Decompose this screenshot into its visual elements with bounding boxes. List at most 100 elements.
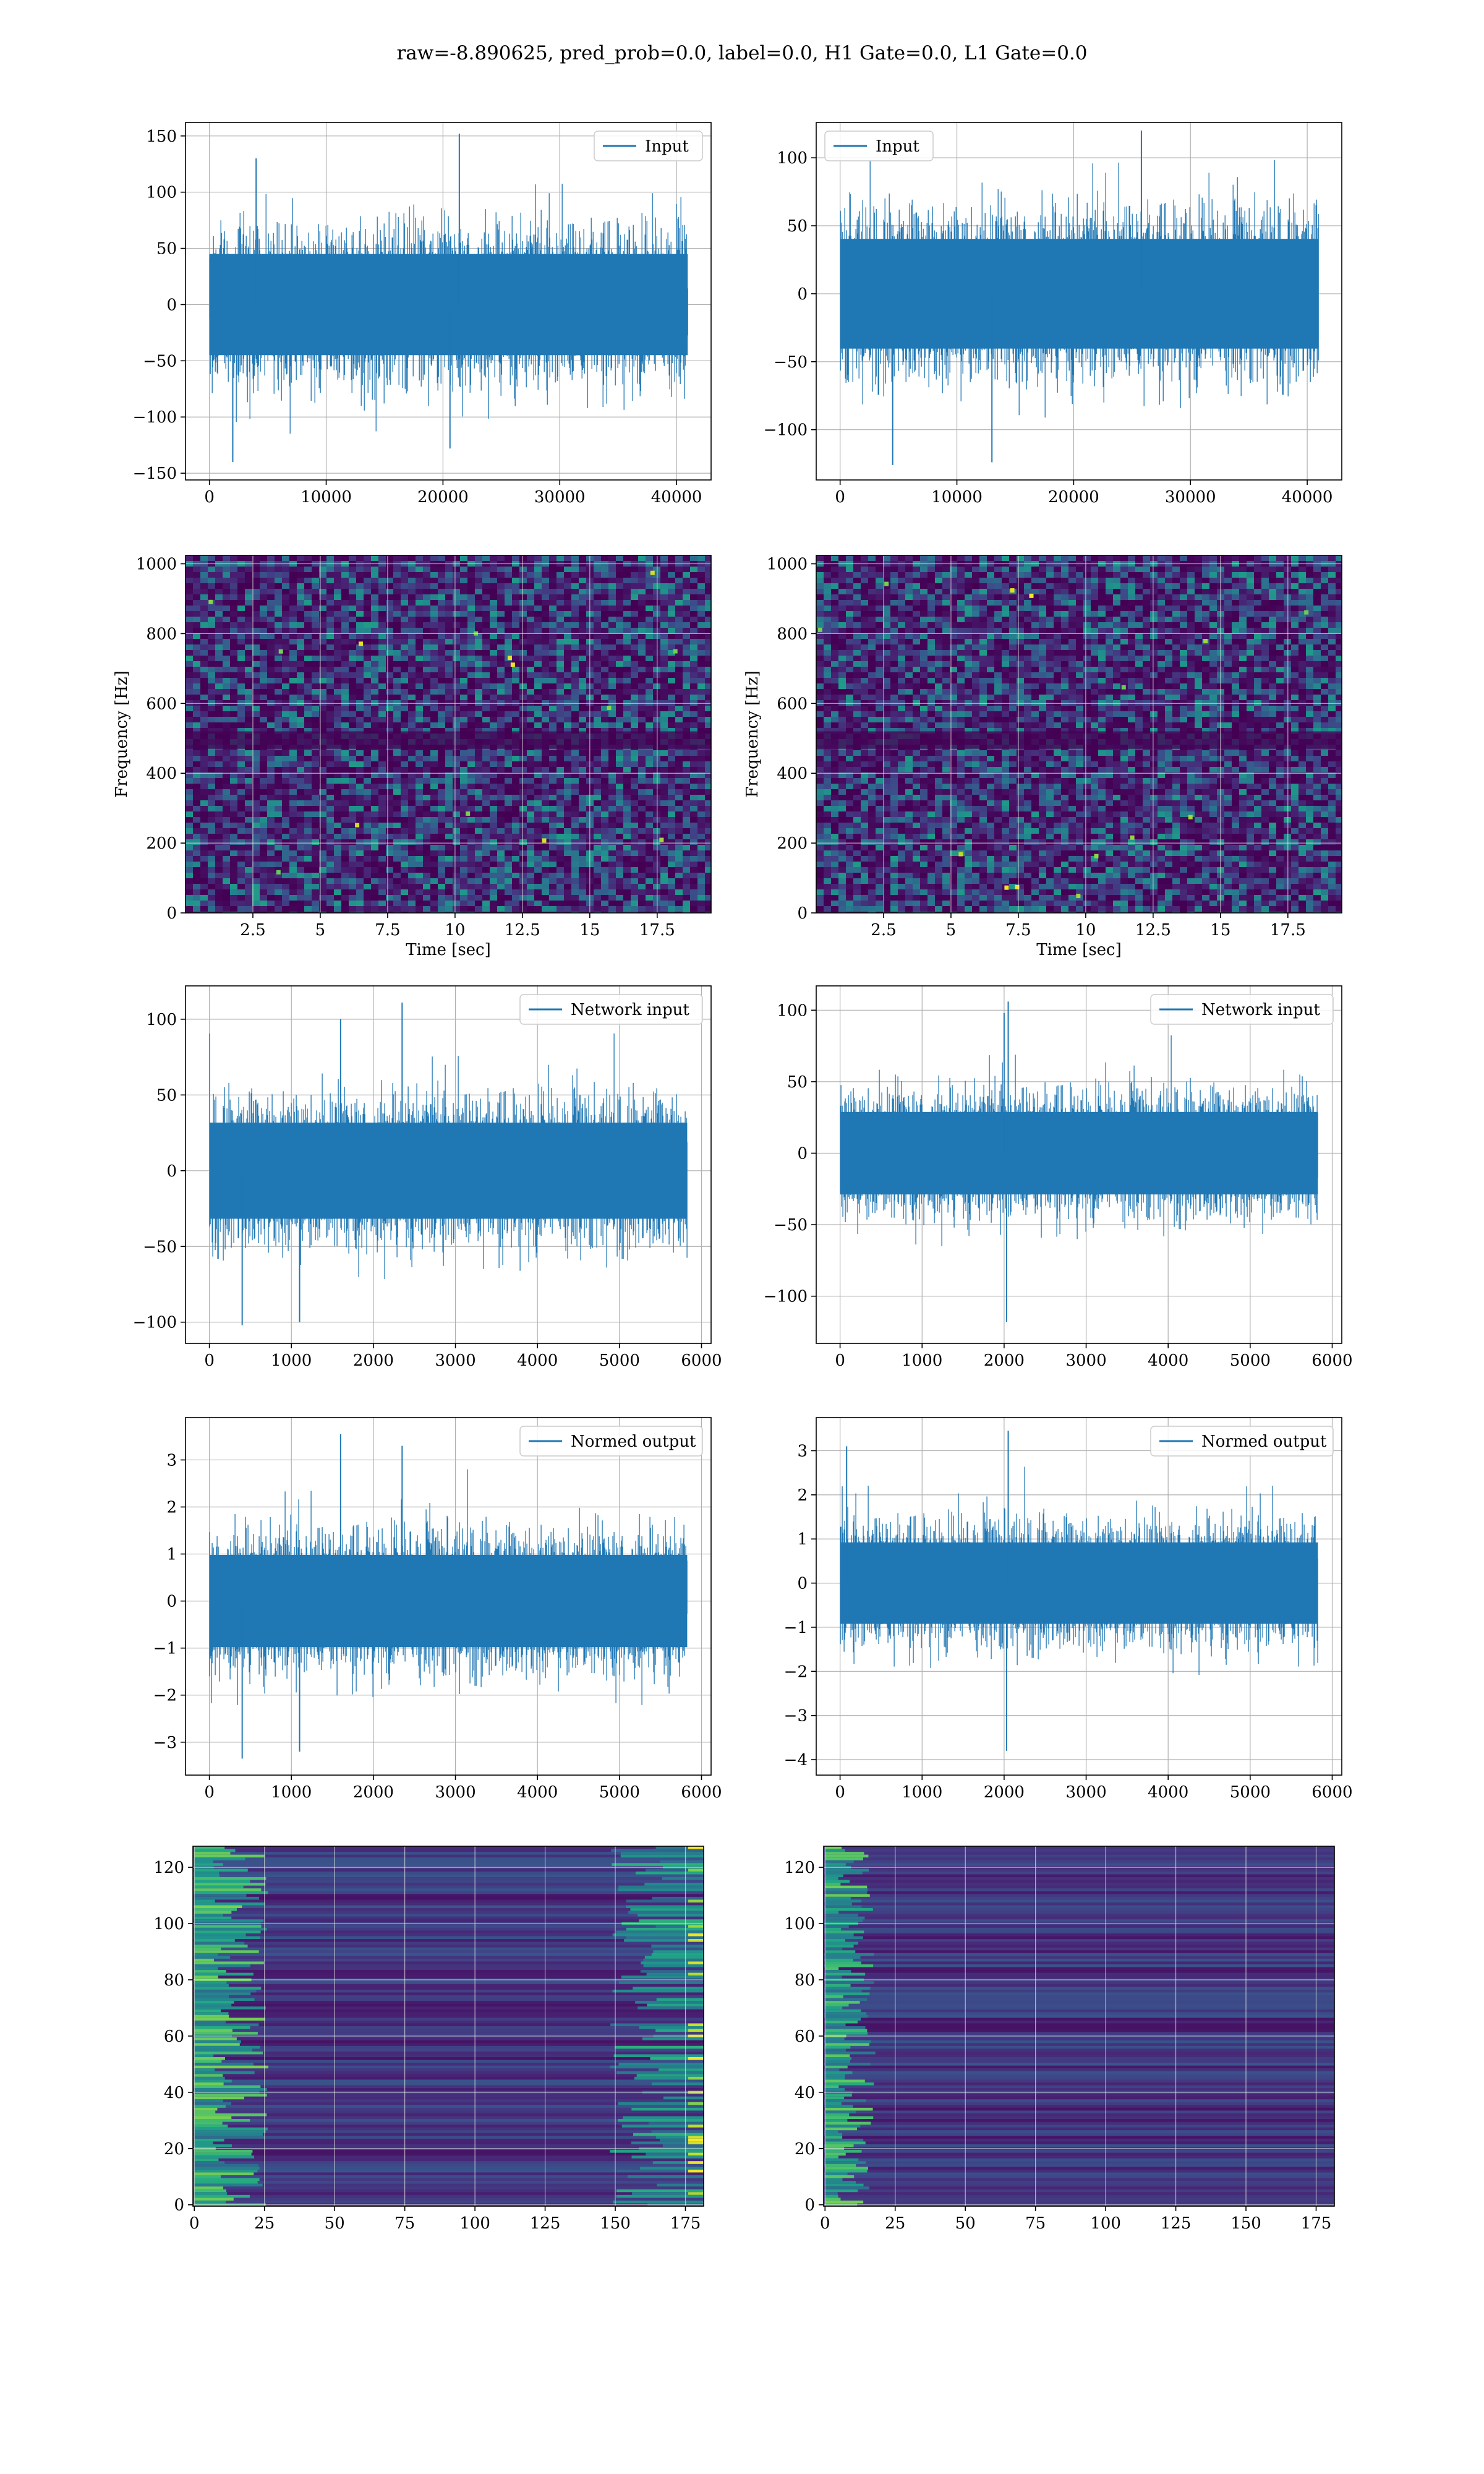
spectrogram-cell (505, 884, 512, 889)
spectrogram-cell (393, 856, 401, 862)
spectrogram-cell (564, 683, 571, 689)
spectrogram-cell (616, 706, 623, 711)
spectrogram-cell (690, 639, 697, 644)
spectrogram-cell (653, 884, 660, 889)
spectrogram-cell (282, 867, 289, 873)
spectrogram-cell (349, 912, 356, 913)
spectrogram-cell (193, 689, 200, 695)
spectrogram-cell (542, 555, 549, 561)
spectrogram-cell (364, 878, 371, 884)
spectrogram-cell (297, 622, 304, 628)
x-tick-label: 40000 (651, 488, 702, 507)
spectrogram-cell (282, 589, 289, 594)
spectrogram-cell (334, 672, 341, 678)
spectrogram-cell (512, 728, 519, 734)
spectrogram-cell (705, 656, 711, 661)
spectrogram-cell (393, 850, 401, 856)
spectrogram-cell (660, 639, 668, 644)
spectrogram-cell (200, 901, 208, 906)
spectrogram-cell (386, 600, 393, 606)
axes-frame (185, 122, 712, 481)
spectrogram-cell (534, 678, 542, 683)
spectrogram-cell (252, 845, 260, 850)
spectrogram-cell (549, 578, 556, 583)
spectrogram-cell (319, 823, 326, 828)
spectrogram-cell (594, 572, 601, 578)
spectrogram-cell (386, 706, 393, 711)
spectrogram-cell (393, 884, 401, 889)
spectrogram-cell (282, 895, 289, 901)
spectrogram-cell (571, 633, 579, 639)
spectrogram-cell (690, 589, 697, 594)
spectrogram-cell (460, 644, 467, 650)
spectrogram-cell (475, 823, 482, 828)
spectrogram-cell (356, 628, 364, 633)
spectrogram-cell (467, 800, 475, 806)
spectrogram-cell (408, 811, 416, 817)
spectrogram-cell (460, 895, 467, 901)
spectrogram-cell (334, 711, 341, 717)
spectrogram-cell (905, 572, 913, 578)
spectrogram-cell (200, 717, 208, 722)
spectrogram-cell (341, 722, 349, 728)
spectrogram-cell (631, 845, 638, 850)
spectrogram-cell (356, 800, 364, 806)
spectrogram-cell (297, 850, 304, 856)
spectrogram-cell (512, 889, 519, 895)
spectrogram-cell (571, 695, 579, 700)
spectrogram-cell (319, 873, 326, 878)
spectrogram-cell (616, 867, 623, 873)
spectrogram-cell (401, 750, 408, 756)
spectrogram-cell (556, 689, 564, 695)
spectrogram-cell (631, 756, 638, 761)
spectrogram-cell (482, 578, 490, 583)
spectrogram-cell (237, 773, 245, 778)
spectrogram-cell (594, 672, 601, 678)
spectrogram-cell (683, 834, 690, 839)
spectrogram-cell (408, 678, 416, 683)
spectrogram-cell (690, 622, 697, 628)
spectrogram-cell (416, 606, 423, 611)
spectrogram-cell (675, 683, 683, 689)
spectrogram-cell (668, 895, 675, 901)
spectrogram-cell (438, 672, 445, 678)
spectrogram-cell (913, 572, 920, 578)
spectrogram-hot-pixel (355, 823, 360, 828)
spectrogram-cell (215, 722, 223, 728)
spectrogram-cell (571, 639, 579, 644)
spectrogram-cell (675, 728, 683, 734)
spectrogram-cell (616, 750, 623, 756)
spectrogram-cell (408, 895, 416, 901)
legend: Input (824, 131, 934, 161)
spectrogram-cell (371, 889, 378, 895)
spectrogram-cell (594, 862, 601, 867)
spectrogram-cell (445, 834, 453, 839)
spectrogram-cell (349, 633, 356, 639)
spectrogram-cell (423, 862, 430, 867)
spectrogram-cell (267, 845, 275, 850)
spectrogram-cell (230, 717, 237, 722)
spectrogram-cell (186, 650, 193, 656)
spectrogram-cell (282, 656, 289, 661)
spectrogram-cell (831, 555, 838, 561)
spectrogram-cell (319, 722, 326, 728)
spectrogram-cell (534, 867, 542, 873)
spectrogram-cell (505, 689, 512, 695)
spectrogram-cell (186, 656, 193, 661)
spectrogram-cell (668, 672, 675, 678)
spectrogram-cell (571, 622, 579, 628)
spectrogram-cell (631, 828, 638, 834)
spectrogram-cell (430, 589, 438, 594)
spectrogram-cell (571, 784, 579, 789)
spectrogram-cell (571, 555, 579, 561)
spectrogram-cell (631, 639, 638, 644)
spectrogram-cell (482, 706, 490, 711)
spectrogram-cell (505, 811, 512, 817)
spectrogram-cell (319, 789, 326, 795)
spectrogram-cell (942, 555, 950, 561)
spectrogram-cell (378, 683, 386, 689)
spectrogram-cell (638, 589, 646, 594)
spectrogram-cell (364, 789, 371, 795)
spectrogram-cell (445, 572, 453, 578)
spectrogram-cell (215, 834, 223, 839)
